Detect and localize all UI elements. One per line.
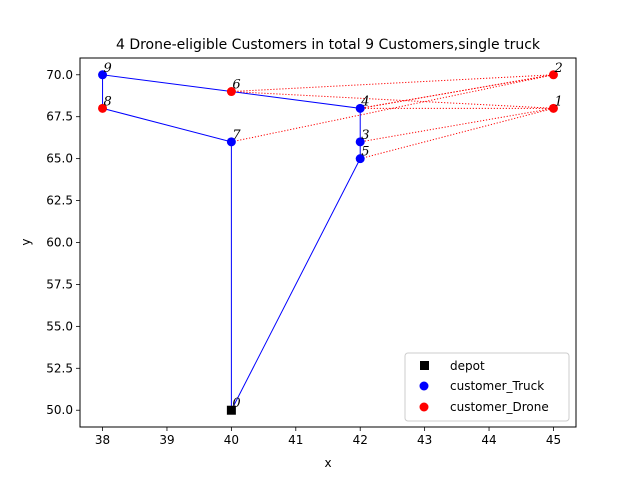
- y-tick-label: 57.5: [46, 277, 73, 291]
- legend-depot-marker: [420, 361, 429, 370]
- node-label-0: 0: [232, 396, 240, 411]
- truck-customer-point-9: [98, 70, 108, 80]
- node-label-3: 3: [361, 128, 369, 143]
- y-tick-label: 67.5: [46, 110, 73, 124]
- drone-customer-point-8: [98, 103, 108, 113]
- node-label-8: 8: [104, 94, 112, 109]
- drone-customer-point-1: [548, 103, 558, 113]
- y-tick-label: 70.0: [46, 68, 73, 82]
- x-tick-label: 39: [159, 433, 174, 447]
- legend-truck-marker: [419, 381, 429, 391]
- x-axis-ticks: 38 39 40 41 42 43 44 45: [95, 427, 561, 447]
- x-axis-label: x: [324, 456, 331, 470]
- truck-customer-point-4: [355, 103, 365, 113]
- x-tick-label: 43: [417, 433, 432, 447]
- x-tick-label: 38: [95, 433, 110, 447]
- node-label-4: 4: [360, 94, 369, 109]
- y-tick-label: 50.0: [46, 403, 73, 417]
- node-label-7: 7: [232, 128, 241, 143]
- y-axis-ticks: 50.0 52.5 55.0 57.5 60.0 62.5 65.0 67.5 70.0: [46, 68, 80, 417]
- y-tick-label: 52.5: [46, 361, 73, 375]
- truck-customer-point-7: [226, 137, 236, 147]
- plot-area: 0 1 2 3 4 5 6 7 8 9: [79, 57, 577, 428]
- y-tick-label: 65.0: [46, 152, 73, 166]
- y-tick-label: 55.0: [46, 319, 73, 333]
- legend-box: [404, 352, 570, 422]
- node-label-2: 2: [553, 61, 562, 76]
- chart-title: 4 Drone-eligible Customers in total 9 Cu…: [116, 37, 541, 53]
- drone-customer-point-6: [226, 87, 236, 97]
- node-label-6: 6: [232, 78, 240, 93]
- legend-drone-marker: [419, 402, 429, 412]
- depot-marker-0: [226, 405, 236, 415]
- legend: depot customer_Truck customer_Drone: [404, 352, 570, 422]
- x-tick-label: 42: [353, 433, 368, 447]
- drone-customer-point-2: [548, 70, 558, 80]
- node-label-5: 5: [361, 145, 369, 160]
- x-tick-label: 44: [481, 433, 496, 447]
- legend-depot-label: depot: [450, 359, 485, 373]
- legend-drone-label: customer_Drone: [450, 400, 549, 414]
- node-labels: 0 1 2 3 4 5 6 7 8 9: [104, 61, 563, 411]
- node-label-1: 1: [554, 94, 562, 109]
- y-tick-label: 62.5: [46, 194, 73, 208]
- y-tick-label: 60.0: [46, 236, 73, 250]
- truck-customer-point-3: [355, 137, 365, 147]
- drone-sortie-2: [231, 74, 554, 143]
- x-tick-label: 41: [288, 433, 303, 447]
- y-axis-label: y: [19, 238, 33, 245]
- customer-points: [98, 70, 558, 415]
- x-tick-label: 45: [546, 433, 561, 447]
- legend-truck-label: customer_Truck: [450, 379, 544, 393]
- node-label-9: 9: [104, 61, 112, 76]
- truck-customer-point-5: [355, 154, 365, 164]
- x-tick-label: 40: [224, 433, 239, 447]
- drone-sortie-3: [360, 107, 554, 160]
- drone-routes: [231, 74, 554, 160]
